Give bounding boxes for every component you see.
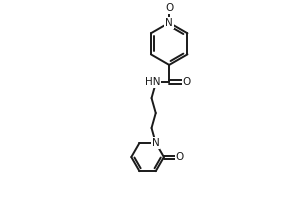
Text: HN: HN — [145, 77, 160, 87]
Text: O: O — [176, 152, 184, 162]
Text: O: O — [182, 77, 191, 87]
Text: N: N — [165, 18, 173, 28]
Text: N: N — [152, 138, 160, 148]
Text: O: O — [165, 3, 173, 13]
